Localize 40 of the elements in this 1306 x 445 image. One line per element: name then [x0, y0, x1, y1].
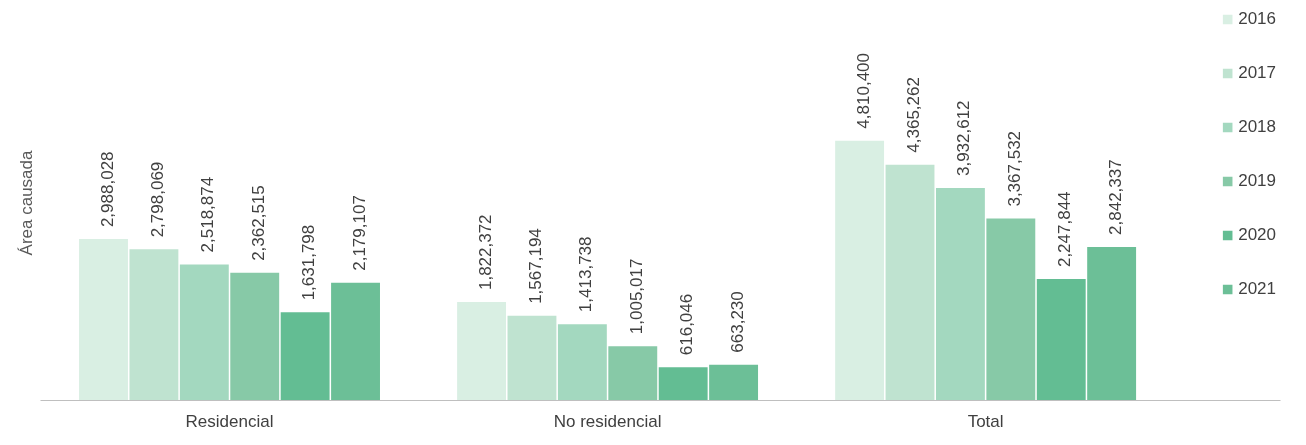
- data-label: 2,988,028: [97, 151, 117, 228]
- bar: [935, 188, 985, 401]
- data-label: 1,567,194: [525, 228, 545, 304]
- legend-label: 2018: [1238, 117, 1276, 137]
- data-label: 2,247,844: [1055, 191, 1075, 268]
- data-label: 1,005,017: [626, 258, 646, 335]
- bar: [608, 346, 658, 401]
- bar: [835, 140, 885, 401]
- bar: [507, 315, 557, 401]
- x-tick-label: Total: [967, 411, 1004, 431]
- legend-label: 2017: [1238, 63, 1276, 83]
- data-label: 616,046: [677, 293, 697, 356]
- data-label: 2,518,874: [198, 176, 218, 253]
- data-label: 1,413,738: [576, 236, 596, 313]
- data-label: 663,230: [727, 291, 747, 353]
- bar: [986, 218, 1036, 401]
- data-label: 2,179,107: [349, 195, 369, 271]
- legend-label: 2021: [1238, 279, 1276, 299]
- data-label: 2,362,515: [248, 185, 268, 261]
- data-label: 4,365,262: [904, 77, 924, 153]
- data-label: 2,842,337: [1105, 159, 1125, 235]
- legend-label: 2019: [1238, 171, 1276, 191]
- bar: [557, 324, 607, 401]
- data-label: 3,367,532: [1004, 130, 1024, 207]
- bar: [230, 272, 280, 401]
- bar: [457, 302, 506, 401]
- legend-label: 2016: [1238, 9, 1276, 29]
- legend-label: 2020: [1238, 225, 1276, 245]
- bar: [179, 264, 229, 401]
- x-tick-label: No residencial: [553, 411, 662, 431]
- data-label: 1,822,372: [475, 214, 495, 291]
- bar: [129, 249, 179, 401]
- x-tick-label: Residencial: [185, 411, 274, 431]
- data-label: 4,810,400: [853, 52, 873, 129]
- data-label: 1,631,798: [299, 224, 319, 301]
- y-axis-title: Área causada: [16, 150, 36, 256]
- bar: [79, 239, 128, 401]
- data-label: 2,798,069: [147, 161, 167, 238]
- data-label: 3,932,612: [954, 100, 974, 177]
- bar: [885, 164, 935, 401]
